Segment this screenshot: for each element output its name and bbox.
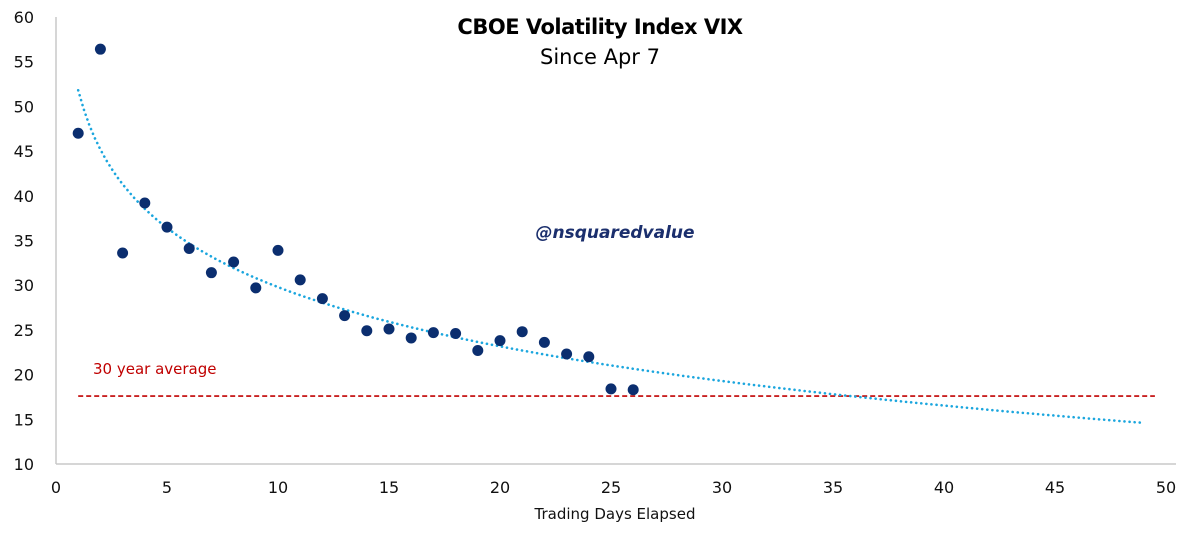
data-point [361, 325, 373, 337]
x-tick-label: 15 [379, 478, 399, 497]
watermark-handle: @nsquaredvalue [535, 223, 694, 243]
x-tick-label: 10 [268, 478, 288, 497]
data-point [205, 267, 217, 279]
x-tick-label: 50 [1156, 478, 1176, 497]
data-point [139, 197, 151, 209]
data-point [94, 43, 106, 55]
data-point [228, 256, 240, 268]
data-point [161, 221, 173, 233]
data-point [538, 336, 550, 348]
data-point [316, 293, 328, 305]
y-tick-labels: 10 15 20 25 30 35 40 45 50 55 60 [14, 8, 34, 474]
x-tick-label: 45 [1045, 478, 1065, 497]
y-tick-label: 40 [14, 187, 34, 206]
y-tick-label: 10 [14, 455, 34, 474]
x-tick-label: 0 [51, 478, 61, 497]
data-point [272, 244, 284, 256]
data-point [627, 384, 639, 396]
data-point [294, 274, 306, 286]
y-tick-label: 60 [14, 8, 34, 27]
data-point [605, 383, 617, 395]
x-tick-label: 35 [823, 478, 843, 497]
thirty-year-average-label: 30 year average [93, 360, 217, 378]
y-tick-label: 30 [14, 276, 34, 295]
y-tick-label: 50 [14, 97, 34, 116]
y-tick-label: 20 [14, 366, 34, 385]
data-point [383, 323, 395, 335]
x-tick-labels: 0 5 10 15 20 25 30 35 40 45 50 [51, 478, 1176, 497]
x-tick-label: 20 [490, 478, 510, 497]
data-point [250, 282, 262, 294]
data-point [339, 310, 351, 322]
data-point [117, 247, 129, 259]
data-point [405, 332, 417, 344]
data-point [583, 351, 595, 363]
x-tick-label: 40 [934, 478, 954, 497]
y-tick-label: 15 [14, 410, 34, 429]
y-tick-label: 45 [14, 142, 34, 161]
y-tick-label: 35 [14, 232, 34, 251]
x-tick-label: 30 [712, 478, 732, 497]
data-point [494, 335, 506, 347]
data-point [472, 344, 484, 356]
data-points [72, 43, 639, 396]
data-point [516, 326, 528, 338]
x-tick-label: 5 [162, 478, 172, 497]
data-point [561, 348, 573, 360]
data-point [183, 243, 195, 255]
chart-subtitle: Since Apr 7 [540, 45, 660, 69]
trendline [76, 89, 1146, 425]
x-axis-label: Trading Days Elapsed [534, 505, 696, 523]
chart-title: CBOE Volatility Index VIX [457, 15, 742, 39]
x-tick-label: 25 [601, 478, 621, 497]
y-tick-label: 55 [14, 53, 34, 72]
data-point [427, 327, 439, 339]
y-tick-label: 25 [14, 321, 34, 340]
data-point [72, 127, 84, 139]
data-point [450, 327, 462, 339]
